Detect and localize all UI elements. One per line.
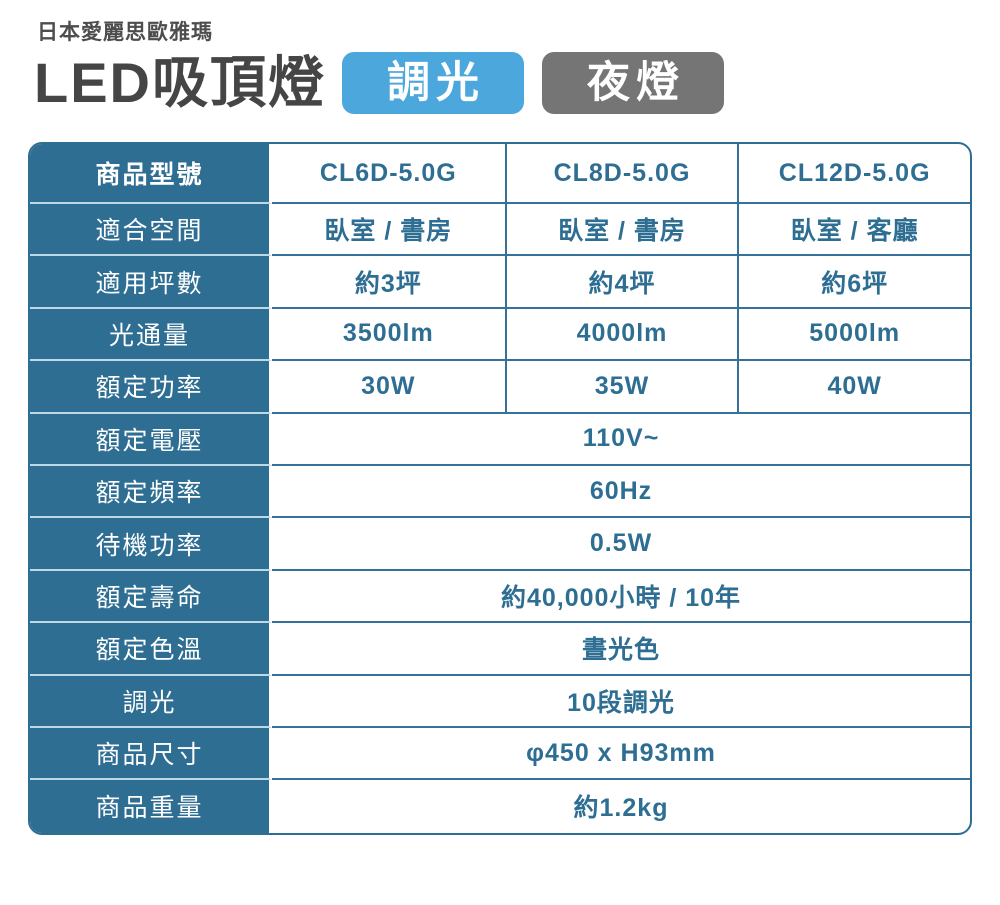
spec-row-label: 額定功率 [30, 361, 272, 414]
spec-cell: 約6坪 [737, 256, 970, 309]
spec-cell: 臥室 / 客廳 [737, 204, 970, 257]
spec-cell: 60Hz [272, 466, 970, 519]
brand-name: 日本愛麗思歐雅瑪 [37, 21, 213, 44]
spec-cell: 30W [272, 361, 505, 414]
spec-cell: 約4坪 [504, 256, 738, 309]
spec-table: 商品型號 CL6D-5.0G CL8D-5.0G CL12D-5.0G 適合空間… [28, 142, 972, 835]
spec-cell: 臥室 / 書房 [504, 204, 738, 257]
spec-cell: 10段調光 [272, 676, 970, 728]
spec-cell: CL8D-5.0G [504, 144, 738, 204]
spec-cell: φ450 x H93mm [272, 728, 970, 781]
spec-cell: 5000lm [737, 308, 970, 362]
spec-row-label: 商品尺寸 [30, 727, 272, 781]
spec-cell: 35W [504, 361, 738, 414]
spec-row-label: 調光 [30, 675, 272, 728]
spec-cell: 3500lm [272, 309, 505, 362]
spec-cell: 4000lm [504, 308, 738, 362]
page-title: LED吸頂燈 [34, 51, 326, 114]
spec-row-label: 商品重量 [30, 780, 272, 833]
spec-row-label: 適用坪數 [30, 256, 272, 309]
spec-cell: 約40,000小時 / 10年 [272, 571, 970, 624]
spec-cell: 晝光色 [272, 623, 970, 676]
dimming-badge: 調光 [342, 52, 524, 114]
spec-row-label: 待機功率 [30, 518, 272, 571]
spec-row-label: 商品型號 [30, 144, 272, 204]
spec-row-label: 額定壽命 [30, 570, 272, 624]
night-light-badge: 夜燈 [542, 52, 724, 114]
spec-row-label: 光通量 [30, 308, 272, 362]
spec-cell: 110V~ [272, 414, 970, 466]
spec-cell: CL12D-5.0G [737, 144, 970, 204]
spec-cell: 臥室 / 書房 [272, 204, 505, 257]
spec-row-label: 額定色溫 [30, 623, 272, 676]
spec-row-label: 額定電壓 [30, 413, 272, 466]
spec-row-label: 適合空間 [30, 204, 272, 257]
spec-cell: 40W [737, 361, 970, 414]
page-header: LED吸頂燈 調光 夜燈 [34, 47, 972, 119]
spec-cell: 0.5W [272, 518, 970, 571]
spec-cell: CL6D-5.0G [272, 144, 505, 204]
spec-row-label: 額定頻率 [30, 465, 272, 519]
spec-cell: 約1.2kg [573, 794, 669, 823]
spec-cell: 約3坪 [272, 256, 505, 309]
